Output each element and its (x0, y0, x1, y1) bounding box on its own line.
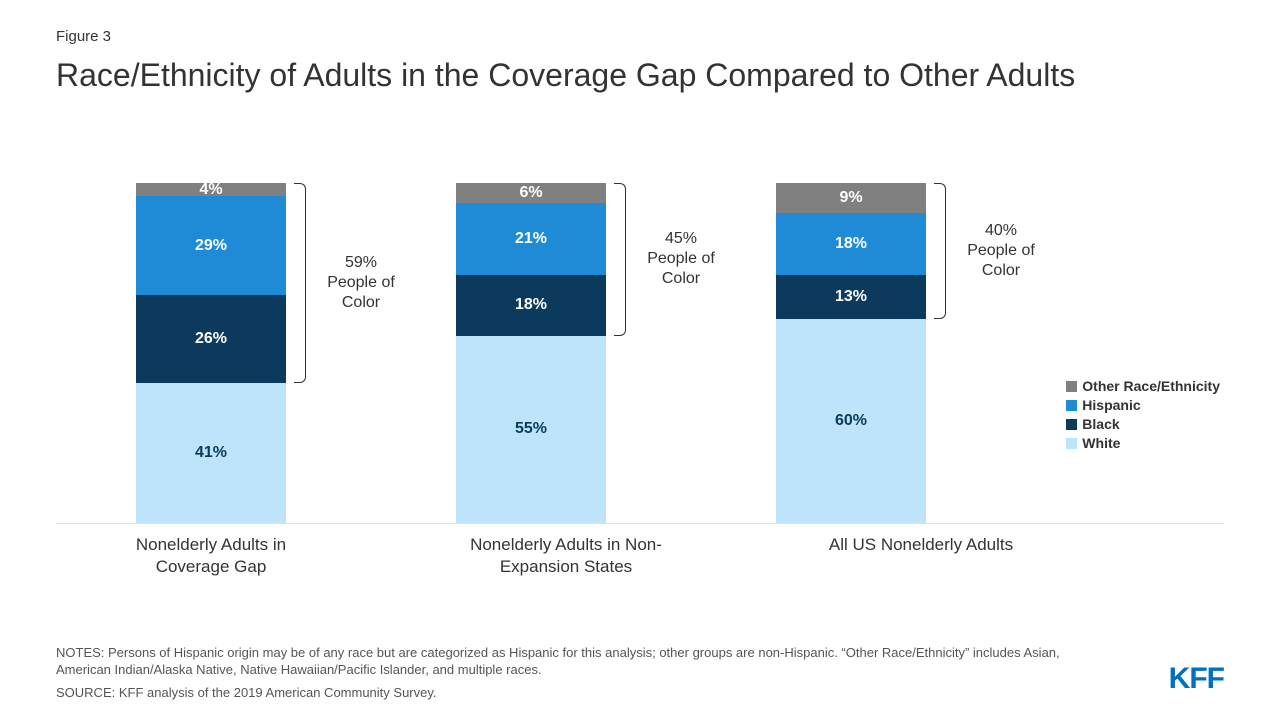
legend-item-black: Black (1066, 416, 1220, 432)
poc-label: 45%People ofColor (636, 229, 726, 289)
stacked-bar: 6%21%18%55% (456, 134, 606, 523)
legend-swatch (1066, 438, 1077, 449)
poc-bracket: 40%People ofColor (934, 183, 1046, 319)
stacked-bar: 4%29%26%41% (136, 134, 286, 523)
segment-other: 4% (136, 183, 286, 197)
legend-label: Other Race/Ethnicity (1082, 378, 1220, 394)
legend-item-white: White (1066, 435, 1220, 451)
kff-logo: KFF (1169, 662, 1224, 696)
legend-item-hispanic: Hispanic (1066, 397, 1220, 413)
legend-item-other: Other Race/Ethnicity (1066, 378, 1220, 394)
segment-hispanic: 29% (136, 196, 286, 295)
segment-other: 9% (776, 183, 926, 214)
legend-swatch (1066, 400, 1077, 411)
segment-hispanic: 21% (456, 203, 606, 274)
x-axis-label: Nonelderly Adults in Non-Expansion State… (456, 534, 676, 578)
legend-swatch (1066, 419, 1077, 430)
figure-label: Figure 3 (56, 28, 1224, 45)
bracket-line (614, 183, 626, 336)
segment-other: 6% (456, 183, 606, 203)
segment-hispanic: 18% (776, 213, 926, 274)
x-axis-label: All US Nonelderly Adults (811, 534, 1031, 578)
chart-area: 4%29%26%41%59%People ofColor6%21%18%55%4… (56, 134, 1224, 524)
x-axis-labels: Nonelderly Adults in Coverage Gap Nonelde… (56, 534, 1224, 578)
bar-group: 6%21%18%55%45%People ofColor (456, 134, 606, 523)
segment-white: 60% (776, 319, 926, 523)
bar-group: 4%29%26%41%59%People ofColor (136, 134, 286, 523)
footer: NOTES: Persons of Hispanic origin may be… (56, 644, 1224, 700)
notes-text: NOTES: Persons of Hispanic origin may be… (56, 644, 1076, 679)
x-axis-label: Nonelderly Adults in Coverage Gap (101, 534, 321, 578)
poc-label: 59%People ofColor (316, 253, 406, 313)
poc-bracket: 45%People ofColor (614, 183, 726, 336)
poc-label: 40%People ofColor (956, 221, 1046, 281)
legend-swatch (1066, 381, 1077, 392)
legend: Other Race/Ethnicity Hispanic Black White (1066, 378, 1220, 454)
stacked-bar: 9%18%13%60% (776, 134, 926, 523)
segment-black: 13% (776, 275, 926, 319)
source-text: SOURCE: KFF analysis of the 2019 America… (56, 685, 1224, 700)
segment-black: 18% (456, 275, 606, 336)
segment-black: 26% (136, 295, 286, 383)
legend-label: White (1082, 435, 1120, 451)
bracket-line (934, 183, 946, 319)
chart-title: Race/Ethnicity of Adults in the Coverage… (56, 57, 1156, 94)
segment-white: 41% (136, 383, 286, 522)
segment-white: 55% (456, 336, 606, 523)
bracket-line (294, 183, 306, 384)
legend-label: Black (1082, 416, 1119, 432)
bar-group: 9%18%13%60%40%People ofColor (776, 134, 926, 523)
poc-bracket: 59%People ofColor (294, 183, 406, 384)
legend-label: Hispanic (1082, 397, 1140, 413)
